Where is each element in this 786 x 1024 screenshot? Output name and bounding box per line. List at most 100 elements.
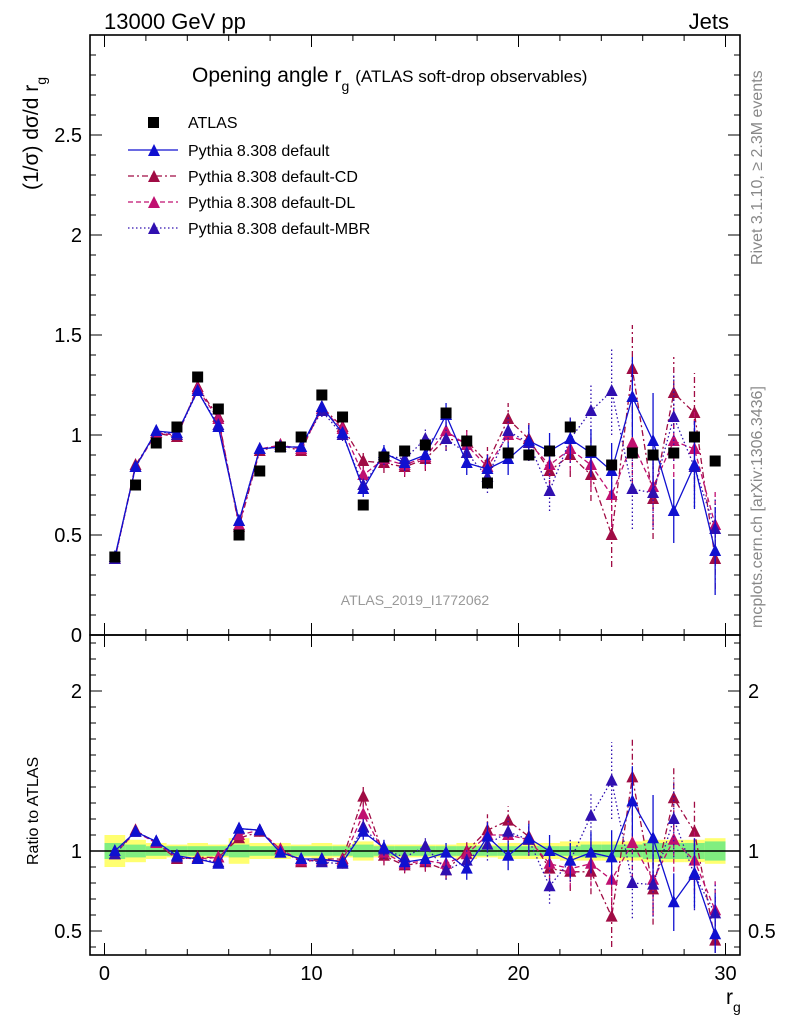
atlas-data-point bbox=[378, 451, 390, 463]
series-marker bbox=[667, 504, 680, 516]
atlas-data-point bbox=[585, 445, 597, 457]
ratio-y-tick-label-right: 0.5 bbox=[748, 921, 776, 943]
ratio-marker bbox=[502, 824, 515, 837]
ratio-line-3 bbox=[114, 778, 716, 914]
atlas-data-point bbox=[212, 403, 224, 415]
atlas-data-point bbox=[150, 437, 162, 449]
ratio-marker bbox=[481, 829, 494, 842]
ratio-marker bbox=[440, 845, 453, 858]
series-marker bbox=[605, 384, 618, 396]
ratio-marker bbox=[419, 852, 432, 864]
ratio-marker bbox=[688, 866, 701, 879]
atlas-data-point bbox=[233, 529, 245, 541]
ratio-marker bbox=[647, 831, 660, 844]
ratio-marker bbox=[357, 789, 370, 802]
series-marker bbox=[419, 448, 432, 460]
series-marker bbox=[357, 454, 370, 466]
atlas-data-point bbox=[192, 371, 204, 383]
ratio-marker bbox=[315, 852, 328, 864]
ratio-frame bbox=[89, 634, 741, 956]
legend-entry-atlas: ATLAS bbox=[148, 115, 238, 132]
ratio-marker bbox=[108, 844, 121, 856]
legend-label-default: Pythia 8.308 default bbox=[188, 143, 330, 160]
ratio-marker bbox=[191, 852, 204, 864]
ratio-y-tick-label-right: 1 bbox=[748, 841, 759, 863]
series-marker bbox=[564, 432, 577, 444]
energy-label: 13000 GeV pp bbox=[104, 9, 246, 34]
legend-entry-mbr: Pythia 8.308 default-MBR bbox=[128, 221, 370, 238]
ratio-marker bbox=[605, 850, 618, 863]
x-axis-label: rg bbox=[726, 986, 741, 1015]
ratio-marker bbox=[626, 836, 639, 848]
ratio-marker bbox=[626, 794, 639, 807]
mcplots-label: mcplots.cern.ch [arXiv:1306.3436] bbox=[749, 386, 766, 628]
x-tick-label: 30 bbox=[714, 963, 736, 985]
legend-marker-mbr bbox=[148, 222, 160, 234]
ratio-marker bbox=[233, 828, 246, 840]
ratio-y-tick-label: 2 bbox=[71, 681, 82, 703]
series-marker bbox=[150, 424, 163, 436]
ratio-marker bbox=[460, 847, 473, 860]
ratio-marker bbox=[543, 879, 556, 892]
ratio-marker bbox=[419, 839, 432, 852]
legend-marker-dl bbox=[148, 196, 160, 208]
series-marker bbox=[502, 424, 515, 436]
main-y-tick-label: 2 bbox=[71, 225, 82, 247]
series-marker bbox=[440, 432, 453, 444]
ratio-marker bbox=[253, 823, 266, 836]
ratio-marker bbox=[584, 808, 597, 821]
legend-label-mbr: Pythia 8.308 default-MBR bbox=[188, 221, 370, 238]
ratio-marker bbox=[398, 855, 411, 868]
legend-entry-cd: Pythia 8.308 default-CD bbox=[128, 169, 358, 186]
series-marker bbox=[522, 434, 535, 446]
ratio-panel: 0.5 0.51 12 20 10 20 30 Ratio to ATLAS rg bbox=[25, 634, 776, 1015]
ratio-marker bbox=[564, 853, 577, 866]
main-panel: 0.5 1 1.5 2 2.5 0 ATLAS_2019_I1772062 Opening… bbox=[20, 34, 741, 647]
legend-marker-default bbox=[148, 144, 160, 156]
series-marker bbox=[233, 514, 246, 526]
atlas-data-point bbox=[647, 449, 659, 461]
ratio-marker bbox=[274, 845, 287, 858]
series-line-1 bbox=[114, 389, 716, 558]
main-y-tick-label-zero: 0 bbox=[71, 625, 82, 647]
atlas-data-point bbox=[564, 421, 576, 433]
legend: ATLAS Pythia 8.308 default Pythia 8.308 … bbox=[128, 115, 370, 238]
atlas-data-point bbox=[523, 449, 535, 461]
ratio-y-tick-label: 1 bbox=[71, 841, 82, 863]
atlas-data-point bbox=[544, 445, 556, 457]
main-y-tick-label: 1.5 bbox=[54, 325, 82, 347]
legend-label-cd: Pythia 8.308 default-CD bbox=[188, 169, 358, 186]
series-line-4 bbox=[114, 389, 716, 560]
ratio-marker bbox=[357, 824, 370, 837]
atlas-data-point bbox=[688, 431, 700, 443]
series-marker bbox=[398, 456, 411, 468]
ratio-marker bbox=[170, 848, 183, 861]
atlas-data-point bbox=[461, 435, 473, 447]
series-marker bbox=[709, 544, 722, 556]
atlas-data-point bbox=[357, 499, 369, 511]
ratio-marker bbox=[667, 812, 680, 824]
ratio-y-tick-label: 0.5 bbox=[54, 921, 82, 943]
main-y-axis-label: (1/σ) dσ/d rg bbox=[20, 77, 49, 190]
ratio-marker bbox=[605, 773, 618, 786]
atlas-data-point bbox=[502, 447, 514, 459]
plot-title: Opening angle rg (ATLAS soft-drop observa… bbox=[192, 64, 587, 94]
atlas-data-point bbox=[337, 411, 349, 423]
main-data-layer bbox=[108, 325, 722, 595]
ratio-y-axis-label: Ratio to ATLAS bbox=[25, 757, 42, 865]
atlas-data-point bbox=[171, 421, 183, 433]
atlas-data-point bbox=[606, 459, 618, 471]
legend-label-dl: Pythia 8.308 default-DL bbox=[188, 195, 355, 212]
ratio-marker bbox=[129, 824, 142, 837]
atlas-data-point bbox=[626, 447, 638, 459]
series-marker bbox=[336, 426, 349, 438]
ratio-marker bbox=[357, 807, 370, 820]
ratio-marker bbox=[626, 876, 639, 888]
ratio-marker bbox=[336, 855, 349, 868]
series-line-2 bbox=[114, 368, 716, 560]
process-label: Jets bbox=[689, 9, 729, 34]
ratio-marker bbox=[522, 831, 535, 844]
ratio-data-layer bbox=[90, 739, 740, 953]
series-marker bbox=[460, 456, 473, 468]
